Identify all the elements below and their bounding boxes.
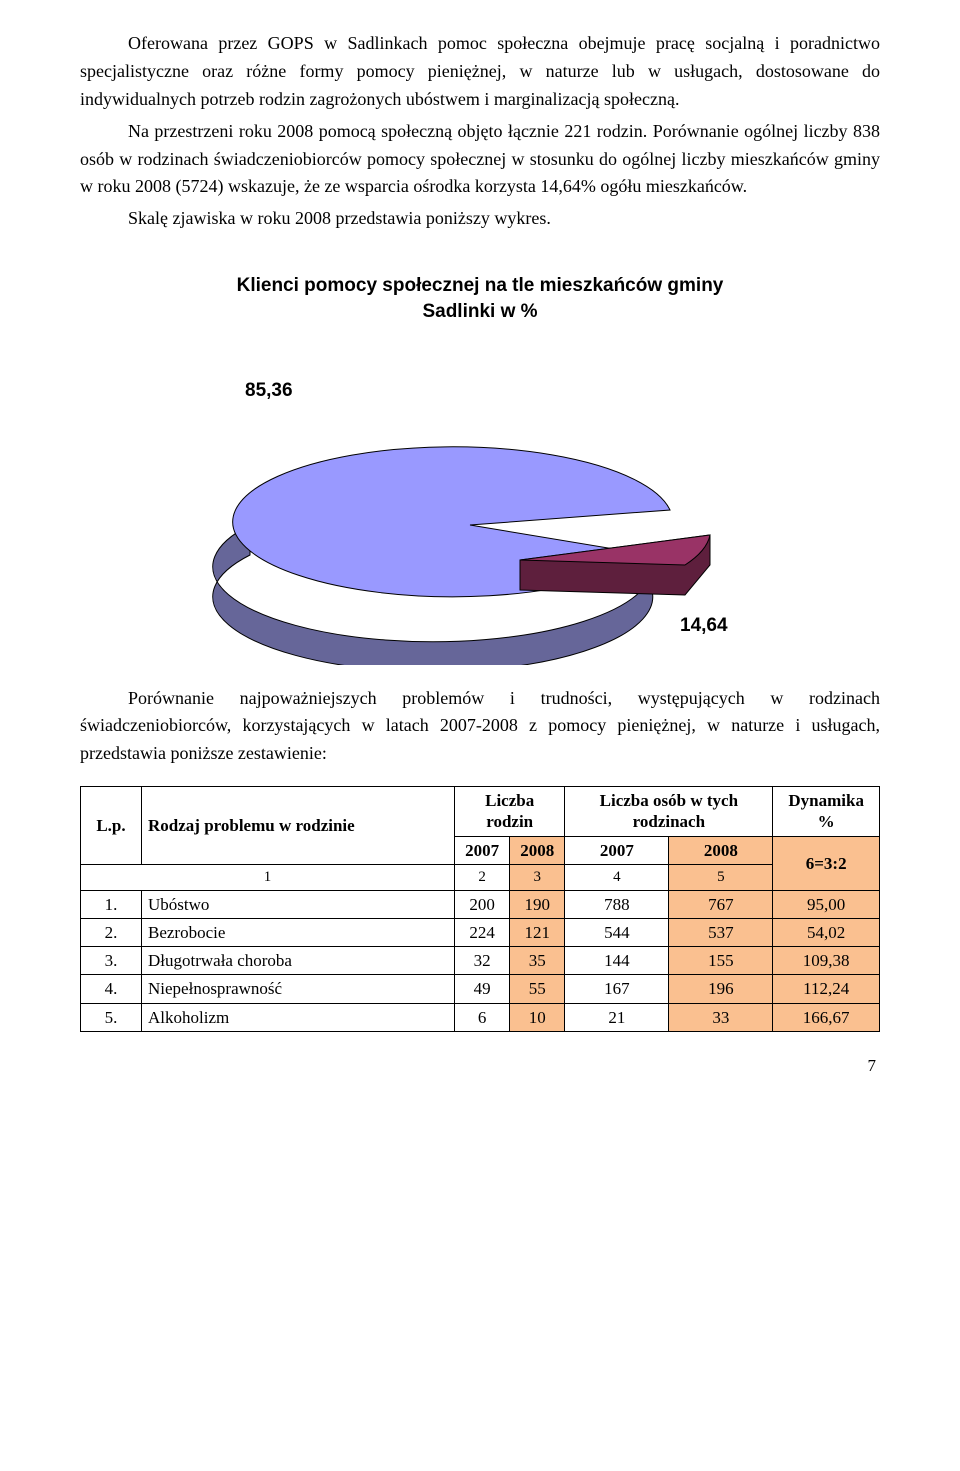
cell-o2008: 767 bbox=[669, 890, 773, 918]
cell-dyn: 109,38 bbox=[773, 947, 880, 975]
chart-title-line1: Klienci pomocy społecznej na tle mieszka… bbox=[237, 275, 724, 296]
th-2008a: 2008 bbox=[510, 836, 565, 864]
cell-o2008: 537 bbox=[669, 918, 773, 946]
th-2008b: 2008 bbox=[669, 836, 773, 864]
cell-lp: 5. bbox=[81, 1003, 142, 1031]
cell-name: Ubóstwo bbox=[142, 890, 455, 918]
cell-r2008: 10 bbox=[510, 1003, 565, 1031]
table-row: 1. Ubóstwo 200 190 788 767 95,00 bbox=[81, 890, 880, 918]
pie-chart: 85,36 14,64 bbox=[180, 335, 780, 665]
table-row: 5. Alkoholizm 6 10 21 33 166,67 bbox=[81, 1003, 880, 1031]
colnum-1: 1 bbox=[81, 864, 455, 890]
cell-dyn: 112,24 bbox=[773, 975, 880, 1003]
th-lp: L.p. bbox=[81, 787, 142, 865]
cell-o2007: 21 bbox=[565, 1003, 669, 1031]
cell-r2007: 200 bbox=[455, 890, 510, 918]
th-2007a: 2007 bbox=[455, 836, 510, 864]
cell-o2008: 33 bbox=[669, 1003, 773, 1031]
cell-o2007: 788 bbox=[565, 890, 669, 918]
cell-o2007: 144 bbox=[565, 947, 669, 975]
page-number: 7 bbox=[80, 1056, 880, 1076]
cell-o2008: 196 bbox=[669, 975, 773, 1003]
colnum-4: 4 bbox=[565, 864, 669, 890]
th-problem: Rodzaj problemu w rodzinie bbox=[142, 787, 455, 865]
cell-r2008: 55 bbox=[510, 975, 565, 1003]
table-header-row1: L.p. Rodzaj problemu w rodzinie Liczba r… bbox=[81, 787, 880, 837]
th-2007b: 2007 bbox=[565, 836, 669, 864]
cell-lp: 3. bbox=[81, 947, 142, 975]
cell-r2008: 190 bbox=[510, 890, 565, 918]
cell-o2008: 155 bbox=[669, 947, 773, 975]
paragraph-3: Skalę zjawiska w roku 2008 przedstawia p… bbox=[80, 205, 880, 233]
table-row: 2. Bezrobocie 224 121 544 537 54,02 bbox=[81, 918, 880, 946]
problems-table: L.p. Rodzaj problemu w rodzinie Liczba r… bbox=[80, 786, 880, 1032]
document-page: Oferowana przez GOPS w Sadlinkach pomoc … bbox=[0, 0, 960, 1096]
table-row: 3. Długotrwała choroba 32 35 144 155 109… bbox=[81, 947, 880, 975]
cell-lp: 2. bbox=[81, 918, 142, 946]
cell-dyn: 95,00 bbox=[773, 890, 880, 918]
cell-lp: 1. bbox=[81, 890, 142, 918]
pie-label-small: 14,64 bbox=[680, 615, 728, 637]
pie-label-large: 85,36 bbox=[245, 380, 293, 402]
cell-r2007: 32 bbox=[455, 947, 510, 975]
colnum-2: 2 bbox=[455, 864, 510, 890]
paragraph-1: Oferowana przez GOPS w Sadlinkach pomoc … bbox=[80, 30, 880, 114]
cell-lp: 4. bbox=[81, 975, 142, 1003]
th-liczba-osob: Liczba osób w tych rodzinach bbox=[565, 787, 773, 837]
cell-r2007: 6 bbox=[455, 1003, 510, 1031]
cell-o2007: 544 bbox=[565, 918, 669, 946]
th-dynamika: Dynamika % bbox=[773, 787, 880, 837]
cell-r2008: 121 bbox=[510, 918, 565, 946]
chart-title: Klienci pomocy społecznej na tle mieszka… bbox=[80, 273, 880, 324]
cell-r2007: 49 bbox=[455, 975, 510, 1003]
cell-name: Długotrwała choroba bbox=[142, 947, 455, 975]
colnum-3: 3 bbox=[510, 864, 565, 890]
paragraph-4: Porównanie najpoważniejszych problemów i… bbox=[80, 685, 880, 769]
cell-dyn: 54,02 bbox=[773, 918, 880, 946]
cell-r2007: 224 bbox=[455, 918, 510, 946]
cell-r2008: 35 bbox=[510, 947, 565, 975]
cell-name: Niepełnosprawność bbox=[142, 975, 455, 1003]
colnum-5: 5 bbox=[669, 864, 773, 890]
th-formula: 6=3:2 bbox=[773, 836, 880, 890]
chart-title-line2: Sadlinki w % bbox=[422, 301, 537, 322]
cell-o2007: 167 bbox=[565, 975, 669, 1003]
th-liczba-rodzin: Liczba rodzin bbox=[455, 787, 565, 837]
cell-dyn: 166,67 bbox=[773, 1003, 880, 1031]
cell-name: Alkoholizm bbox=[142, 1003, 455, 1031]
paragraph-2: Na przestrzeni roku 2008 pomocą społeczn… bbox=[80, 118, 880, 202]
cell-name: Bezrobocie bbox=[142, 918, 455, 946]
table-row: 4. Niepełnosprawność 49 55 167 196 112,2… bbox=[81, 975, 880, 1003]
table-colnum-row: 1 2 3 4 5 bbox=[81, 864, 880, 890]
